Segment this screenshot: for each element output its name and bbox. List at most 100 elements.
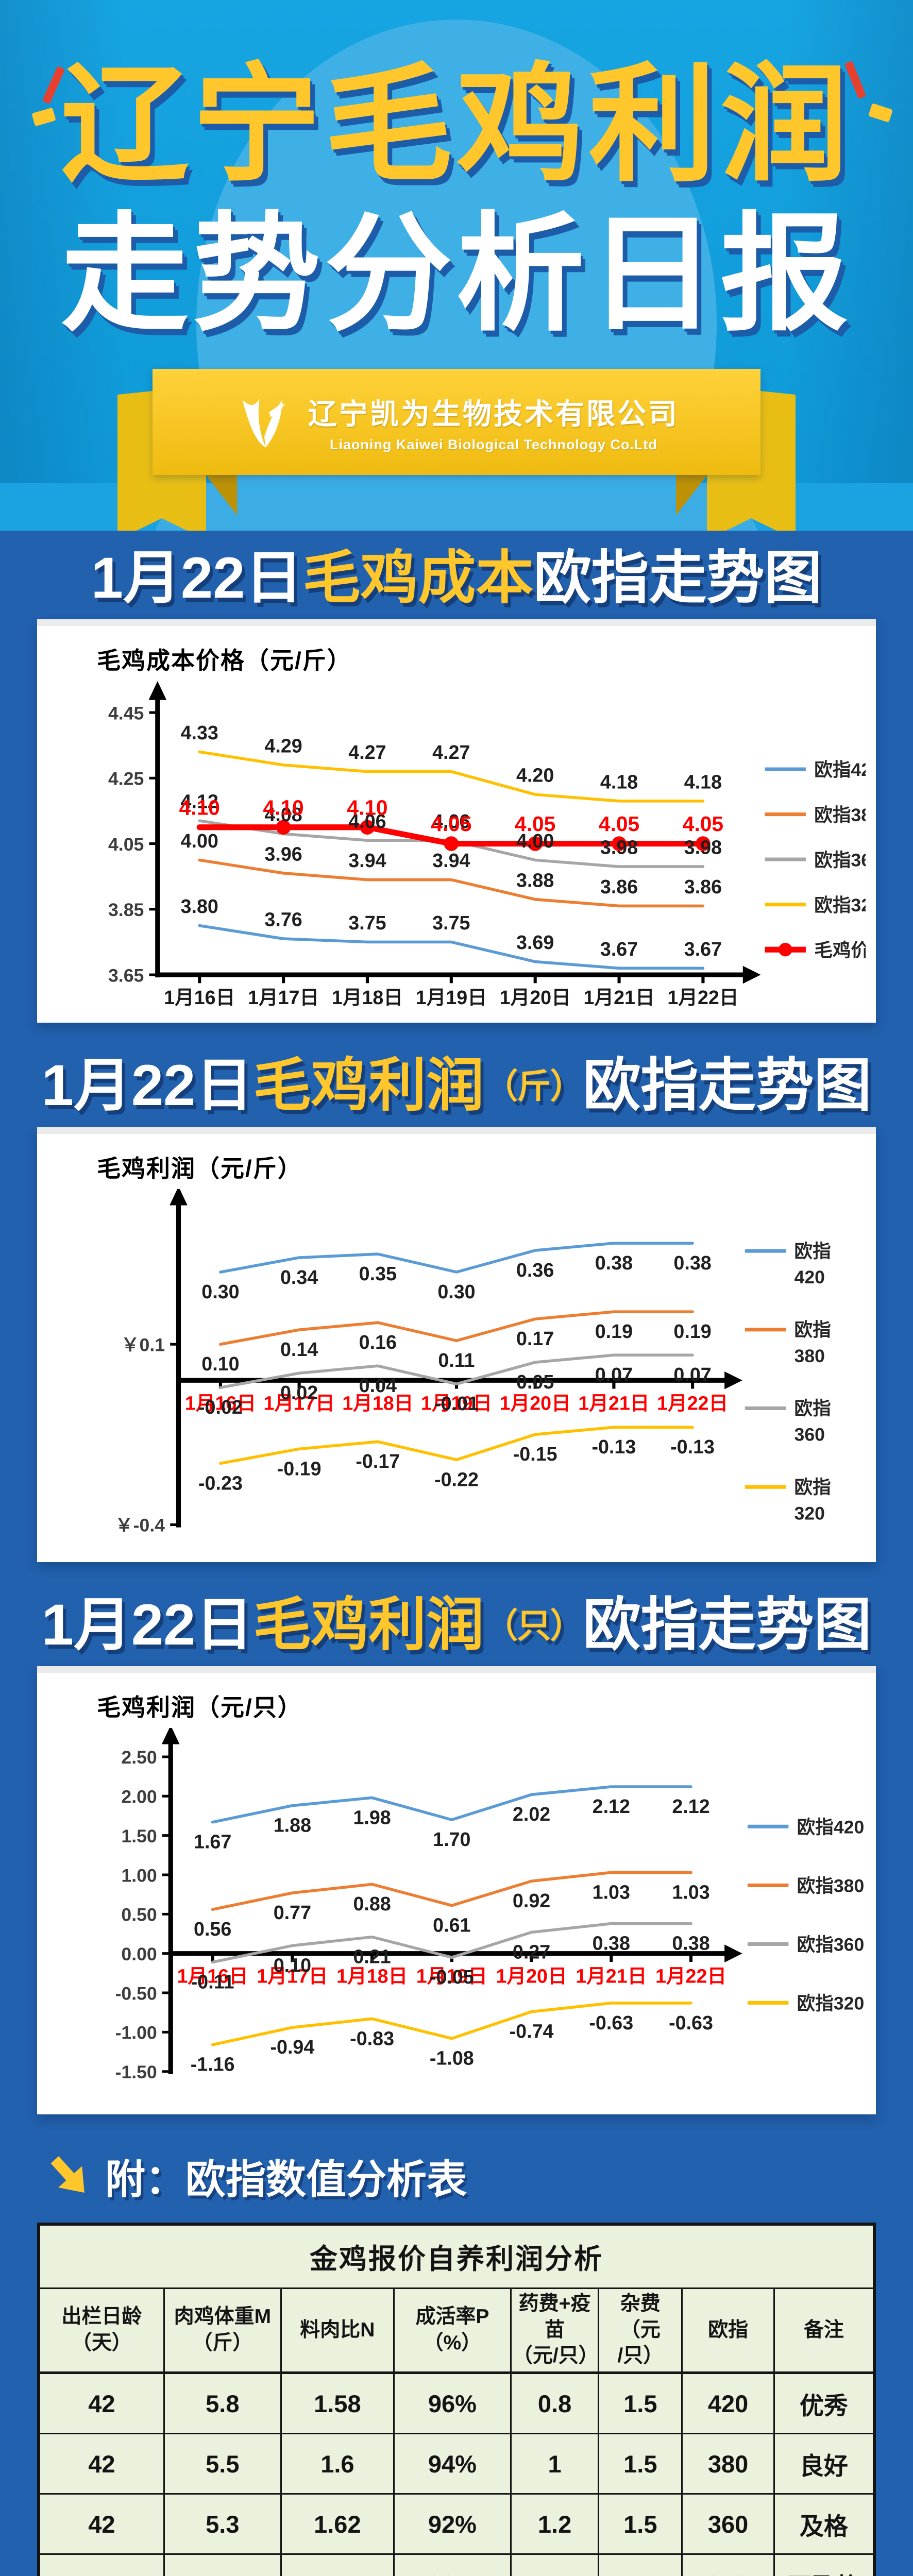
table-cell: 0.8 xyxy=(510,2372,600,2435)
heading-part: 毛鸡利润 xyxy=(253,1592,484,1657)
y-tick-label: 3.85 xyxy=(108,900,144,920)
data-label: 4.10 xyxy=(179,795,220,819)
series-line-欧指420 xyxy=(219,1241,694,1274)
series-line-欧指320 xyxy=(198,750,705,803)
profit-per-jin-chart: ￥0.1 ￥-0.4 1月16日 1月17日 1月18日 1月19日 1月20日 1月21日 1… xyxy=(47,1189,866,1551)
series-line-欧指420 xyxy=(198,924,705,970)
data-label: -0.94 xyxy=(270,2036,314,2058)
table-header-cell: 备注 xyxy=(773,2287,875,2375)
heading-part: 1月22日 xyxy=(41,1053,253,1118)
data-label: 0.02 xyxy=(280,1382,318,1403)
heading-part: （只） xyxy=(484,1606,584,1645)
heading-part: 欧指走势图 xyxy=(583,1053,872,1118)
data-label: 1.98 xyxy=(353,1806,391,1828)
heading-part: 毛鸡成本 xyxy=(302,546,534,610)
heading-part: 1月22日 xyxy=(91,546,303,610)
data-label: 0.38 xyxy=(672,1933,709,1954)
data-label: 4.27 xyxy=(432,741,470,763)
data-label: 3.86 xyxy=(684,876,722,897)
legend-label: 欧指320 xyxy=(814,895,866,916)
data-label: 0.17 xyxy=(516,1328,554,1349)
x-tick-label: 1月21日 xyxy=(576,1965,647,1987)
profit-table: 金鸡报价自养利润分析 出栏日龄 （天） 肉鸡体重M （斤） 料肉比N 成活率P （%） 药费+疫… xyxy=(37,2222,876,2576)
data-label: -0.13 xyxy=(670,1436,715,1458)
section-heading-cost: 1月22日毛鸡成本欧指走势图 xyxy=(0,531,913,612)
data-label: 4.10 xyxy=(347,795,387,819)
data-label: -0.63 xyxy=(669,2012,713,2033)
legend-label: 420 xyxy=(794,1267,825,1287)
company-banner: 辽宁凯为生物技术有限公司 Liaoning Kaiwei Biological … xyxy=(153,369,760,475)
series-line-欧指380 xyxy=(211,1871,692,1911)
legend-label: 欧指 xyxy=(794,1319,831,1340)
x-tick-label: 1月18日 xyxy=(332,987,403,1008)
data-label: 4.00 xyxy=(516,830,554,852)
table-cell: 42 xyxy=(38,2553,165,2576)
data-label: 3.98 xyxy=(684,837,722,858)
table-header-cell: 欧指 xyxy=(681,2287,775,2375)
yellow-down-right-arrow-icon xyxy=(47,2149,92,2203)
data-label: 0.21 xyxy=(353,1946,391,1968)
data-label: 4.33 xyxy=(181,722,218,743)
table-cell: 5.3 xyxy=(163,2493,282,2555)
data-label: 2.02 xyxy=(513,1803,550,1825)
data-label: 0.04 xyxy=(359,1375,397,1396)
table-cell: 42 xyxy=(38,2372,165,2435)
series-line-欧指420 xyxy=(211,1785,692,1824)
table-cell: 1.2 xyxy=(510,2493,600,2555)
y-tick-label: 2.00 xyxy=(121,1787,157,1807)
x-tick-label: 1月18日 xyxy=(342,1392,413,1414)
data-label: 0.38 xyxy=(593,1933,630,1954)
data-label: 0.88 xyxy=(353,1893,391,1914)
data-label: -0.02 xyxy=(198,1396,243,1418)
legend-label: 欧指380 xyxy=(797,1876,865,1896)
series-line-欧指320 xyxy=(219,1426,694,1465)
data-label: 3.67 xyxy=(600,938,638,960)
data-label: 0.16 xyxy=(359,1331,397,1353)
data-label: 1.67 xyxy=(194,1831,231,1853)
data-label: 4.05 xyxy=(431,812,471,836)
data-label: 0.07 xyxy=(673,1364,711,1385)
section-heading-profit-jin: 1月22日毛鸡利润（斤）欧指走势图 xyxy=(0,1038,913,1120)
table-cell: 不及格 xyxy=(773,2553,875,2576)
data-label: 0.10 xyxy=(201,1353,239,1375)
x-tick-label: 1月21日 xyxy=(583,987,654,1008)
heading-part: 欧指走势图 xyxy=(583,1592,872,1657)
series-line-欧指380 xyxy=(198,858,705,908)
table-cell: 42 xyxy=(38,2433,165,2495)
legend-label: 欧指420 xyxy=(797,1817,865,1838)
y-tick-label: 1.50 xyxy=(121,1826,157,1846)
data-label: 0.38 xyxy=(673,1252,711,1274)
table-cell: 及格 xyxy=(773,2493,875,2555)
data-label: 3.67 xyxy=(684,938,722,960)
data-label: 0.14 xyxy=(280,1338,318,1360)
table-header-cell: 出栏日龄 （天） xyxy=(38,2287,165,2375)
data-label: 0.77 xyxy=(274,1902,311,1923)
table-title: 金鸡报价自养利润分析 xyxy=(38,2223,875,2289)
data-label: 4.06 xyxy=(432,810,470,832)
data-label: 0.30 xyxy=(437,1281,475,1302)
data-label: 0.35 xyxy=(359,1263,397,1284)
hero-section: 辽宁毛鸡利润 走势分析日报 辽宁凯为生物技术有限公司 Liaoning Kaiw… xyxy=(0,0,913,531)
legend-label: 欧指380 xyxy=(814,805,866,825)
table-cell: 360 xyxy=(681,2493,775,2555)
table-cell: 1.58 xyxy=(280,2372,395,2435)
cost-trend-chart: 4.45 4.25 4.05 3.85 3.65 1月16日 1月17日 1月18日 1月19日… xyxy=(47,681,866,1011)
y-tick-label: 0.50 xyxy=(121,1905,157,1925)
table-header-cell: 肉鸡体重M （斤） xyxy=(163,2287,282,2375)
x-tick-label: 1月20日 xyxy=(496,1965,567,1987)
heading-part: 欧指走势图 xyxy=(533,546,822,610)
table-row: 42 5.3 1.62 92% 1.2 1.5 360 及格 xyxy=(38,2493,875,2555)
chart-title-profit-jin: 毛鸡利润（元/斤） xyxy=(97,1155,302,1182)
table-cell: 1.65 xyxy=(280,2553,395,2576)
table-header-cell: 料肉比N xyxy=(280,2287,395,2375)
chart-title-profit-bird: 毛鸡利润（元/只） xyxy=(97,1694,302,1721)
table-row: 42 5.8 1.58 96% 0.8 1.5 420 优秀 xyxy=(38,2372,875,2435)
data-label: 0.11 xyxy=(438,1349,475,1371)
data-label: 3.88 xyxy=(516,869,554,891)
cost-trend-chart: 4.45 4.25 4.05 3.85 3.65 1月16日 1月17日 1月18日 1月19日… xyxy=(108,681,866,1008)
y-tick-label: ￥0.1 xyxy=(121,1334,165,1355)
chart-title-cost: 毛鸡成本价格（元/斤） xyxy=(97,647,352,674)
x-tick-label: 1月20日 xyxy=(500,1392,571,1414)
company-logo-icon xyxy=(234,392,295,452)
x-tick-label: 1月22日 xyxy=(667,987,738,1008)
